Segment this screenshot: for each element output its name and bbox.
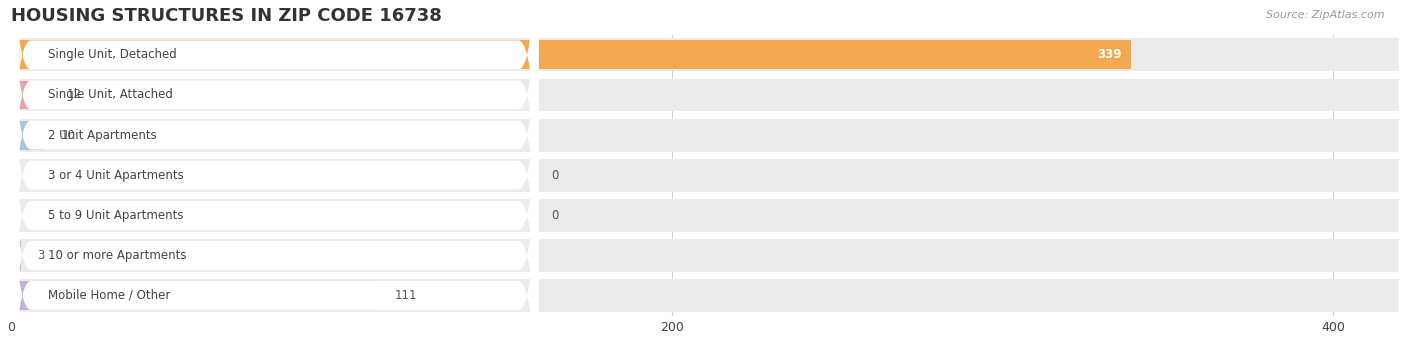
Bar [11,279,1399,312]
Bar [11,119,1399,151]
Text: Single Unit, Attached: Single Unit, Attached [48,88,173,102]
Text: Mobile Home / Other: Mobile Home / Other [48,289,170,302]
FancyBboxPatch shape [11,0,538,281]
Text: Single Unit, Detached: Single Unit, Detached [48,48,177,61]
FancyBboxPatch shape [11,29,538,341]
Bar [11,78,1399,112]
FancyBboxPatch shape [11,0,538,321]
Text: 5 to 9 Unit Apartments: 5 to 9 Unit Apartments [48,209,183,222]
Bar [11,80,51,109]
FancyBboxPatch shape [11,0,538,341]
FancyBboxPatch shape [11,69,538,341]
Text: 10 or more Apartments: 10 or more Apartments [48,249,187,262]
Bar [11,199,1399,232]
FancyBboxPatch shape [11,0,538,341]
Text: 0: 0 [551,169,560,182]
FancyBboxPatch shape [11,0,538,341]
Bar [11,159,1399,192]
Bar [11,239,1399,272]
Bar [11,241,21,270]
Text: 339: 339 [1097,48,1122,61]
Bar [11,41,1132,69]
Text: HOUSING STRUCTURES IN ZIP CODE 16738: HOUSING STRUCTURES IN ZIP CODE 16738 [11,7,441,25]
Text: 0: 0 [551,209,560,222]
Text: 2 Unit Apartments: 2 Unit Apartments [48,129,156,142]
Text: Source: ZipAtlas.com: Source: ZipAtlas.com [1267,10,1385,20]
Bar [11,121,44,149]
Text: 12: 12 [67,88,82,102]
Bar [11,39,1399,71]
Bar [11,281,378,310]
Text: 111: 111 [394,289,416,302]
Text: 10: 10 [60,129,76,142]
Text: 3: 3 [38,249,45,262]
Text: 3 or 4 Unit Apartments: 3 or 4 Unit Apartments [48,169,184,182]
